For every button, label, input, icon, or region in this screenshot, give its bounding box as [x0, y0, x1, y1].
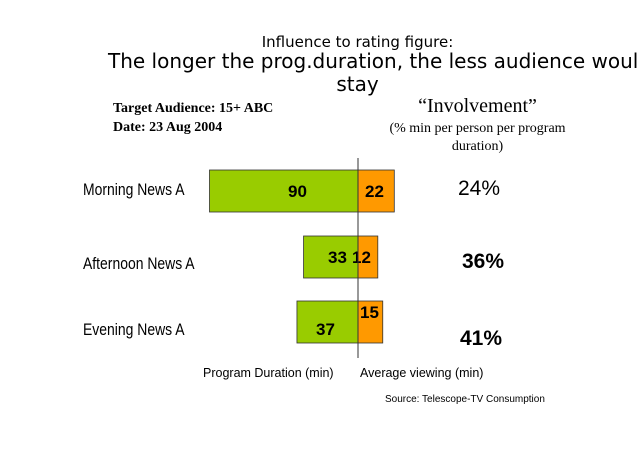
source-note: Source: Telescope-TV Consumption	[385, 394, 545, 405]
label-viewing-afternoon: 12	[352, 248, 371, 267]
involvement-title: “Involvement”	[418, 95, 537, 117]
involvement-morning: 24%	[458, 177, 501, 200]
bar-viewing-morning	[357, 169, 395, 213]
label-duration-evening: 37	[316, 320, 335, 339]
label-viewing-morning: 22	[365, 182, 384, 201]
involvement-afternoon: 36%	[462, 250, 505, 273]
involvement-desc-1: (% min per person per program	[389, 121, 566, 136]
bar-duration-morning	[209, 169, 359, 213]
category-label-afternoon: Afternoon News A	[83, 254, 195, 273]
report-date: Date: 23 Aug 2004	[113, 120, 223, 135]
bar-viewing-evening	[357, 300, 384, 344]
involvement-evening: 41%	[460, 327, 503, 350]
category-label-morning: Morning News A	[83, 180, 185, 199]
axis-label-viewing: Average viewing (min)	[360, 366, 484, 380]
category-label-evening: Evening News A	[83, 320, 185, 339]
title-line-3: stay	[336, 72, 379, 96]
title-line-1: Influence to rating figure:	[261, 33, 454, 51]
target-audience: Target Audience: 15+ ABC	[113, 101, 274, 116]
title-line-2: The longer the prog.duration, the less a…	[108, 49, 638, 73]
label-duration-afternoon: 33	[328, 248, 347, 267]
involvement-desc-2: duration)	[451, 139, 504, 154]
label-viewing-evening: 15	[360, 303, 379, 322]
axis-label-duration: Program Duration (min)	[203, 366, 334, 380]
label-duration-morning: 90	[288, 182, 307, 201]
